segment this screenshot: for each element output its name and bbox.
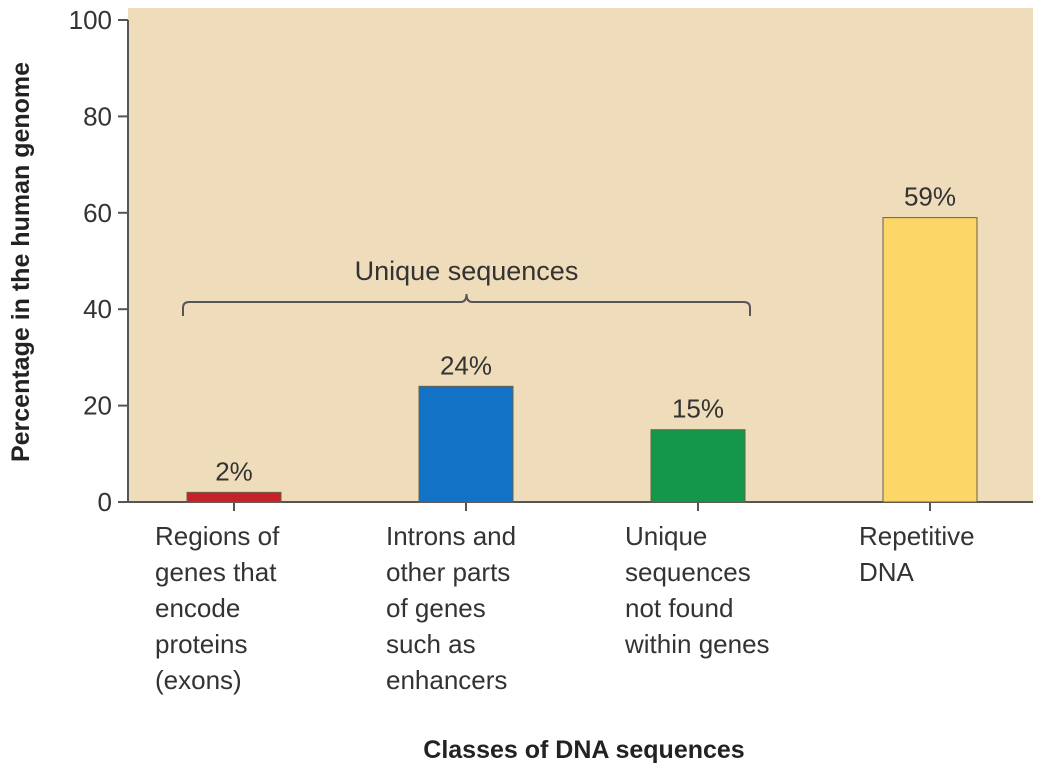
y-tick-label: 60	[83, 198, 112, 228]
y-axis: 0 20 40 60 80 100	[69, 5, 129, 517]
bar-value-label: 15%	[672, 394, 724, 424]
bar	[186, 491, 282, 503]
plot-background	[128, 8, 1033, 502]
bar	[418, 385, 514, 503]
y-tick-label: 20	[83, 391, 112, 421]
bar	[650, 429, 746, 503]
bars	[186, 217, 978, 503]
y-tick-label: 80	[83, 101, 112, 131]
y-tick-label: 100	[69, 5, 112, 35]
x-category-label: Repetitive DNA	[859, 521, 975, 587]
bar-value-label: 2%	[215, 456, 253, 486]
category-labels: Regions of genes that encode proteins (exons…	[155, 521, 975, 695]
y-tick-label: 40	[83, 294, 112, 324]
bar-value-label: 59%	[904, 182, 956, 212]
brace-label: Unique sequences	[355, 256, 579, 286]
x-axis	[128, 501, 1033, 511]
unique-sequences-brace: Unique sequences	[182, 256, 751, 316]
x-category-label: Regions of genes that encode proteins (exons…	[155, 521, 280, 695]
y-tick-label: 0	[98, 487, 112, 517]
y-axis-title: Percentage in the human genome	[7, 62, 35, 462]
bar	[882, 217, 978, 503]
bar-value-label: 24%	[440, 350, 492, 380]
x-axis-title: Classes of DNA sequences	[423, 736, 744, 764]
x-category-label: Introns and other parts of genes such as enh…	[386, 521, 516, 695]
data-labels: 2% 24% 15% 59%	[215, 182, 956, 487]
x-category-label: Unique sequences not found within genes	[624, 521, 770, 659]
brace-line	[182, 293, 751, 316]
